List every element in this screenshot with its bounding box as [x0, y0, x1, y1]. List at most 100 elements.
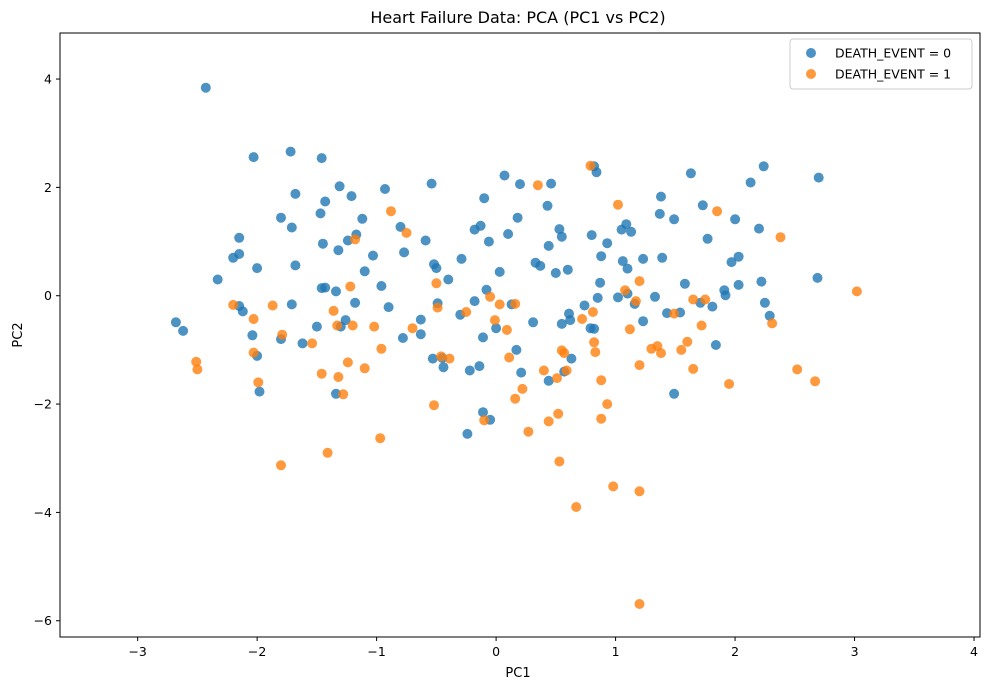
- data-point-s1-57: [590, 347, 601, 358]
- data-point-s1-2: [228, 299, 239, 310]
- points-layer: [170, 82, 862, 609]
- data-point-s0-140: [511, 344, 522, 355]
- data-point-s0-80: [237, 306, 248, 317]
- data-point-s0-117: [595, 277, 606, 288]
- data-point-s1-27: [429, 400, 439, 411]
- data-point-s1-63: [620, 285, 631, 296]
- data-point-s1-38: [504, 352, 515, 363]
- data-point-s0-67: [638, 253, 649, 264]
- data-point-s0-16: [685, 168, 696, 179]
- data-point-s1-54: [585, 160, 596, 171]
- data-point-s1-52: [571, 502, 582, 512]
- x-tick-label-4: 1: [612, 644, 620, 659]
- data-point-s1-31: [444, 353, 455, 364]
- data-point-s0-29: [420, 235, 431, 246]
- data-point-s1-4: [248, 347, 259, 358]
- data-point-s1-85: [810, 376, 821, 387]
- data-point-s0-145: [669, 388, 680, 399]
- data-point-s0-71: [733, 279, 744, 290]
- data-point-s0-131: [254, 386, 265, 397]
- data-point-s0-122: [650, 291, 660, 302]
- legend-label-1: DEATH_EVENT = 1: [835, 67, 951, 82]
- data-point-s0-19: [813, 172, 824, 183]
- data-point-s1-42: [523, 426, 534, 437]
- x-tick-label-7: 4: [970, 644, 978, 659]
- data-point-s1-50: [559, 348, 570, 359]
- data-point-s1-65: [630, 296, 641, 307]
- data-point-s0-42: [654, 208, 665, 219]
- data-point-s0-0: [200, 82, 211, 93]
- data-point-s0-56: [456, 253, 467, 264]
- data-point-s0-107: [491, 323, 502, 334]
- data-point-s0-1: [248, 152, 259, 163]
- data-point-s1-6: [267, 300, 278, 311]
- data-point-s0-11: [515, 179, 525, 190]
- data-point-s0-15: [656, 191, 666, 202]
- data-point-s0-58: [494, 266, 505, 277]
- data-point-s0-135: [438, 362, 449, 373]
- data-point-s0-24: [234, 232, 245, 243]
- data-point-s0-51: [333, 245, 344, 256]
- data-point-s1-44: [538, 365, 549, 376]
- data-point-s1-46: [552, 373, 562, 384]
- data-point-s1-86: [851, 286, 862, 297]
- legend-marker-1: [806, 69, 816, 79]
- legend: DEATH_EVENT = 0 DEATH_EVENT = 1: [789, 38, 973, 90]
- y-tick-label-3: 0: [44, 288, 52, 303]
- data-point-s0-134: [427, 353, 438, 364]
- data-point-s0-92: [340, 315, 351, 326]
- legend-label-0: DEATH_EVENT = 0: [835, 46, 951, 61]
- data-point-s0-2: [285, 146, 296, 157]
- data-point-s0-64: [596, 251, 607, 262]
- data-point-s0-126: [707, 301, 718, 312]
- data-point-s0-115: [589, 323, 600, 334]
- data-point-s1-32: [461, 307, 472, 317]
- data-point-s0-77: [212, 274, 223, 285]
- data-point-s0-104: [469, 296, 480, 307]
- data-point-s1-5: [253, 377, 264, 388]
- data-point-s0-41: [626, 226, 637, 237]
- data-point-s0-132: [331, 388, 341, 399]
- data-point-s0-138: [478, 407, 488, 418]
- data-point-s0-47: [730, 214, 741, 225]
- data-point-s1-8: [276, 460, 286, 471]
- data-point-s1-19: [350, 234, 361, 245]
- data-point-s0-76: [178, 325, 189, 336]
- data-point-s1-15: [338, 389, 349, 400]
- data-point-s1-24: [386, 206, 396, 217]
- data-point-s0-68: [657, 252, 668, 263]
- data-point-s1-35: [489, 315, 500, 326]
- data-point-s0-121: [638, 316, 649, 327]
- data-point-s0-44: [697, 200, 708, 211]
- y-tick-label-4: 2: [44, 180, 52, 195]
- data-point-s1-10: [316, 368, 327, 379]
- data-point-s0-144: [566, 353, 577, 364]
- data-point-s0-38: [602, 238, 613, 249]
- plot-frame: [59, 32, 981, 638]
- data-point-s0-59: [543, 240, 554, 251]
- data-point-s0-137: [474, 361, 485, 372]
- y-tick-label-2: −2: [34, 397, 52, 412]
- data-point-s1-62: [613, 199, 623, 210]
- data-point-s1-11: [322, 447, 333, 458]
- data-point-s0-75: [170, 317, 181, 328]
- data-point-s1-84: [792, 364, 803, 375]
- data-point-s0-40: [621, 219, 632, 230]
- x-tick-label-2: −1: [367, 644, 385, 659]
- legend-box: [789, 38, 973, 90]
- data-point-s1-60: [602, 399, 613, 410]
- data-point-s1-72: [656, 348, 666, 359]
- data-point-s0-18: [745, 177, 756, 188]
- x-tick-label-3: 0: [492, 644, 500, 659]
- data-point-s0-63: [562, 264, 573, 275]
- data-point-s1-9: [307, 338, 318, 349]
- data-point-s1-61: [608, 481, 619, 492]
- x-tick-label-5: 2: [731, 644, 739, 659]
- data-point-s1-80: [712, 206, 723, 217]
- data-point-s0-3: [316, 153, 327, 164]
- data-point-s1-33: [479, 415, 490, 426]
- data-point-s0-110: [556, 318, 567, 329]
- data-point-s0-54: [399, 247, 410, 258]
- data-point-s1-36: [494, 299, 505, 310]
- data-point-s1-83: [775, 232, 786, 243]
